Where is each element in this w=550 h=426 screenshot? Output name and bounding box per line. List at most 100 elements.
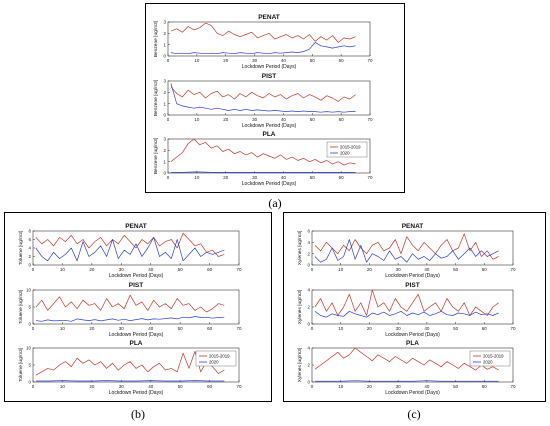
x-tick-label: 20 <box>367 326 373 331</box>
chart-a-penat: PENAT 0 10 20 30 40 50 60 70 0 1 2 3 Lockdown Period … <box>153 14 373 70</box>
x-axis-label: Lockdown Period (Days) <box>109 390 164 396</box>
y-tick-label: 6 <box>307 229 310 234</box>
y-tick-label: 0 <box>307 322 310 327</box>
x-tick-label: 50 <box>178 267 184 272</box>
x-tick-label: 40 <box>281 58 287 63</box>
x-tick-label: 60 <box>482 326 488 331</box>
x-tick-label: 40 <box>148 384 154 389</box>
plot-area <box>167 21 371 57</box>
y-axis-label: Xylenes [ug/m3] <box>297 348 303 382</box>
chart-title: PIST <box>405 282 419 289</box>
y-axis-label: Toluene [ug/m3] <box>18 348 24 382</box>
chart-b-pla: PLA 0 10 20 30 40 50 60 70 0 5 10 Lockdown Period (D… <box>18 340 242 396</box>
y-axis-label: Toluene [ug/m3] <box>18 290 24 324</box>
x-tick-label: 30 <box>396 326 402 331</box>
x-tick-label: 70 <box>236 267 242 272</box>
plot-area <box>311 230 514 266</box>
series-line-2015-2019 <box>35 294 225 313</box>
y-tick-label: 0 <box>28 380 31 385</box>
series-line-2015-2019 <box>170 86 356 102</box>
y-tick-label: 6 <box>28 237 31 242</box>
y-tick-label: 2 <box>28 254 31 259</box>
x-tick-label: 70 <box>236 384 242 389</box>
legend-entry: 2020 <box>340 151 350 156</box>
x-axis-label: Lockdown Period (Days) <box>385 332 440 338</box>
x-tick-label: 60 <box>482 384 488 389</box>
chart-title: PIST <box>262 73 276 80</box>
y-axis-label: Xylenes [ug/m3] <box>297 231 303 265</box>
x-tick-label: 10 <box>338 267 344 272</box>
x-tick-label: 70 <box>367 117 373 122</box>
caption-b: (b) <box>131 407 145 421</box>
x-tick-label: 70 <box>236 326 242 331</box>
x-tick-label: 30 <box>252 58 258 63</box>
x-tick-label: 10 <box>60 384 66 389</box>
x-tick-label: 70 <box>367 58 373 63</box>
x-tick-label: 60 <box>339 58 345 63</box>
y-tick-label: 2 <box>163 31 166 36</box>
y-tick-label: 0 <box>28 263 31 268</box>
y-tick-label: 0 <box>307 263 310 268</box>
y-axis-label: Xylenes [ug/m3] <box>297 290 303 324</box>
y-axis-label: Benzene [ug/m3] <box>153 80 159 116</box>
chart-c-penat: PENAT 0 10 20 30 40 50 60 70 0 2 4 6 Lockdown Period … <box>297 223 516 279</box>
x-tick-label: 10 <box>60 326 66 331</box>
x-tick-label: 0 <box>32 326 35 331</box>
x-tick-label: 40 <box>281 175 287 180</box>
x-axis-label: Lockdown Period (Days) <box>109 273 164 279</box>
x-tick-label: 40 <box>424 267 430 272</box>
x-tick-label: 70 <box>510 267 516 272</box>
x-tick-label: 30 <box>119 384 125 389</box>
y-tick-label: 2 <box>307 363 310 368</box>
y-tick-label: 8 <box>28 229 31 234</box>
y-tick-label: 5 <box>28 305 31 310</box>
x-tick-label: 30 <box>396 267 402 272</box>
x-tick-label: 50 <box>453 384 459 389</box>
x-tick-label: 30 <box>252 117 258 122</box>
y-tick-label: 2 <box>307 251 310 256</box>
y-axis-label: Toluene [ug/m3] <box>18 231 24 265</box>
x-tick-label: 40 <box>148 267 154 272</box>
caption-a: (a) <box>268 196 282 210</box>
chart-b-pist: PIST 0 10 20 30 40 50 60 70 0 5 10 Lockdown Period (… <box>18 282 242 338</box>
x-tick-label: 10 <box>194 175 200 180</box>
chart-c-pla: PLA 0 10 20 30 40 50 60 70 0 2 4 Lockdown Period (Da… <box>297 340 516 396</box>
x-tick-label: 20 <box>89 326 95 331</box>
chart-a-pla: PLA 0 10 20 30 40 50 60 70 0 1 2 3 Lockdown Period (D… <box>153 131 373 187</box>
x-tick-label: 10 <box>60 267 66 272</box>
x-tick-label: 20 <box>367 267 373 272</box>
series-line-2020 <box>35 316 225 322</box>
x-tick-label: 20 <box>89 267 95 272</box>
y-tick-label: 4 <box>307 240 310 245</box>
x-axis-label: Lockdown Period (Days) <box>242 181 297 187</box>
x-tick-label: 60 <box>482 267 488 272</box>
chart-title: PLA <box>263 131 276 138</box>
y-tick-label: 2 <box>163 148 166 153</box>
y-tick-label: 5 <box>28 363 31 368</box>
series-line-2020 <box>314 310 499 318</box>
x-axis-label: Lockdown Period (Days) <box>385 390 440 396</box>
series-line-2015-2019 <box>314 289 499 316</box>
legend-entry: 2020 <box>209 360 219 365</box>
x-tick-label: 0 <box>167 175 170 180</box>
x-tick-label: 40 <box>148 326 154 331</box>
plot-area <box>167 80 371 116</box>
x-tick-label: 60 <box>207 267 213 272</box>
panel-c-frame: PENAT 0 10 20 30 40 50 60 70 0 2 4 6 Lockdown Period … <box>283 212 546 402</box>
series-line-2020 <box>314 380 499 382</box>
series-line-2020 <box>314 239 499 263</box>
plot-area <box>311 289 514 325</box>
series-line-2015-2019 <box>35 232 225 257</box>
y-tick-label: 1 <box>163 42 166 47</box>
legend-entry: 2020 <box>483 360 493 365</box>
y-tick-label: 2 <box>307 305 310 310</box>
y-tick-label: 3 <box>163 79 166 84</box>
y-tick-label: 4 <box>28 246 31 251</box>
x-tick-label: 0 <box>32 267 35 272</box>
legend-entry: 2015-2019 <box>340 145 361 150</box>
series-line-2015-2019 <box>170 22 356 43</box>
